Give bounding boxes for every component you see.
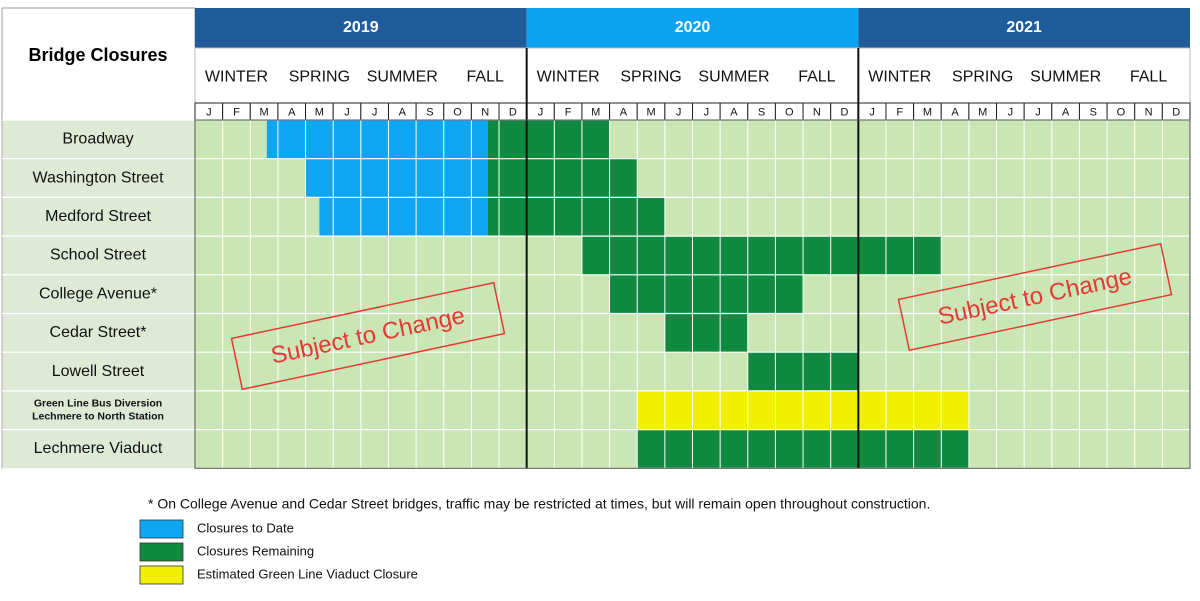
month-label: J xyxy=(538,106,544,118)
legend-swatch xyxy=(139,565,184,585)
season-label: SPRING xyxy=(289,69,350,86)
stamp-border xyxy=(230,281,506,391)
season-label: WINTER xyxy=(205,69,268,86)
month-label: M xyxy=(591,106,600,118)
row-label: College Avenue* xyxy=(39,285,157,302)
season-label: SUMMER xyxy=(698,69,769,86)
month-label: S xyxy=(1090,106,1097,118)
closure-bar xyxy=(581,236,942,275)
month-label: A xyxy=(730,106,738,118)
month-label: F xyxy=(896,106,903,118)
closure-bar xyxy=(319,197,488,237)
legend-label: Closures to Date xyxy=(197,520,294,535)
month-label: J xyxy=(869,106,875,118)
closure-bar xyxy=(305,158,488,198)
legend-swatch xyxy=(139,519,184,539)
footnote: * On College Avenue and Cedar Street bri… xyxy=(148,496,930,512)
season-label: SUMMER xyxy=(367,69,438,86)
stamp-border xyxy=(897,242,1173,352)
title-cell xyxy=(1,7,196,121)
month-label: F xyxy=(565,106,572,118)
legend-label: Closures Remaining xyxy=(197,543,314,558)
season-label: WINTER xyxy=(868,69,931,86)
season-label: SPRING xyxy=(952,69,1013,86)
closure-bar xyxy=(487,197,665,237)
row-label: Lechmere to North Station xyxy=(32,411,164,423)
month-label: D xyxy=(509,106,517,118)
month-label: M xyxy=(646,106,655,118)
month-label: D xyxy=(841,106,849,118)
row-label: Medford Street xyxy=(45,208,151,225)
year-label: 2019 xyxy=(343,19,379,36)
season-label: WINTER xyxy=(537,69,600,86)
grid-border xyxy=(194,119,1191,469)
chart-title: Bridge Closures xyxy=(28,45,167,65)
row-label: Broadway xyxy=(62,131,133,148)
month-label: N xyxy=(1145,106,1153,118)
month-label: A xyxy=(951,106,959,118)
month-label: S xyxy=(758,106,765,118)
month-label: A xyxy=(288,106,296,118)
row-label: Lechmere Viaduct xyxy=(34,440,163,457)
closure-bar xyxy=(487,120,610,159)
month-label: M xyxy=(978,106,987,118)
row-label: Cedar Street* xyxy=(50,324,147,341)
month-label: F xyxy=(233,106,240,118)
month-label: J xyxy=(1035,106,1041,118)
month-label: J xyxy=(676,106,682,118)
year-label: 2021 xyxy=(1006,19,1042,36)
month-label: J xyxy=(372,106,378,118)
season-row xyxy=(526,47,859,104)
month-label: J xyxy=(344,106,350,118)
season-label: FALL xyxy=(467,69,504,86)
closure-bar xyxy=(487,158,638,198)
row-label: School Street xyxy=(50,247,147,264)
month-label: M xyxy=(260,106,269,118)
month-label: D xyxy=(1172,106,1180,118)
season-row xyxy=(857,47,1191,104)
month-label: O xyxy=(1117,106,1126,118)
legend-swatch xyxy=(139,542,184,562)
month-label: M xyxy=(315,106,324,118)
season-label: SUMMER xyxy=(1030,69,1101,86)
row-label: Lowell Street xyxy=(52,363,145,380)
month-label: M xyxy=(923,106,932,118)
season-label: FALL xyxy=(798,69,835,86)
month-label: A xyxy=(399,106,407,118)
season-label: SPRING xyxy=(620,69,681,86)
month-label: A xyxy=(620,106,628,118)
month-label: N xyxy=(481,106,489,118)
month-label: O xyxy=(785,106,794,118)
month-label: A xyxy=(1062,106,1070,118)
year-header xyxy=(195,8,527,48)
row-label: Green Line Bus Diversion xyxy=(34,398,162,410)
year-header xyxy=(526,8,859,48)
legend-label: Estimated Green Line Viaduct Closure xyxy=(197,566,418,581)
month-label: J xyxy=(1008,106,1014,118)
closure-bar xyxy=(664,313,748,353)
year-label: 2020 xyxy=(675,19,711,36)
closure-bar xyxy=(609,274,804,314)
month-label: O xyxy=(453,106,462,118)
season-label: FALL xyxy=(1130,69,1167,86)
closure-bar xyxy=(266,120,488,159)
year-header xyxy=(858,8,1190,48)
month-label: N xyxy=(813,106,821,118)
month-label: J xyxy=(206,106,212,118)
month-label: S xyxy=(426,106,433,118)
row-label: Washington Street xyxy=(32,169,164,186)
month-label: J xyxy=(704,106,710,118)
